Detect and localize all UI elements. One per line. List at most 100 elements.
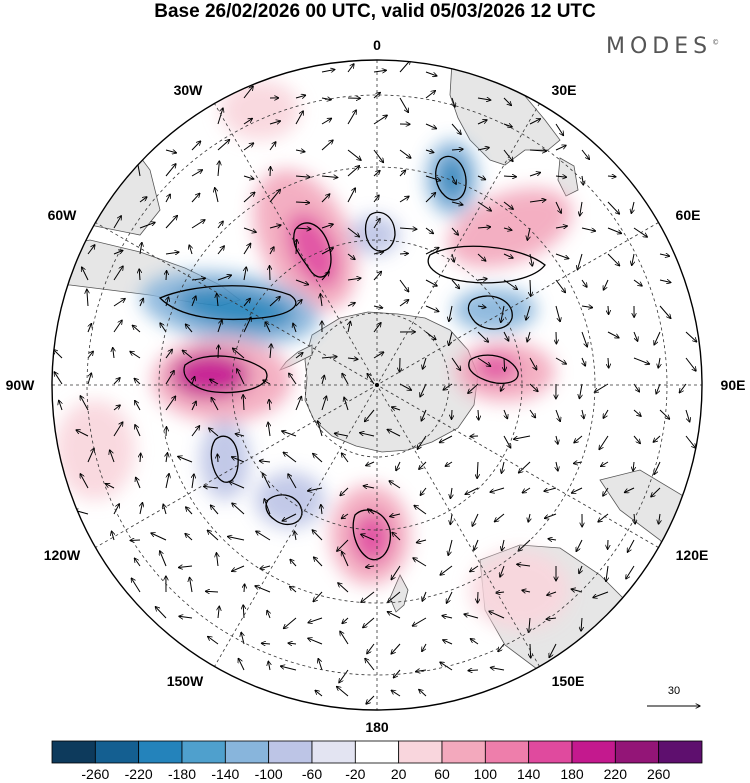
wind-arrow	[341, 513, 349, 519]
wind-arrow	[140, 453, 141, 463]
wind-arrow	[367, 643, 375, 654]
wind-arrow	[581, 306, 593, 308]
wind-arrow	[413, 558, 427, 567]
wind-arrow	[452, 409, 453, 419]
wind-arrow	[290, 586, 297, 593]
wind-arrow	[308, 617, 323, 623]
wind-arrow	[160, 323, 167, 333]
wind-arrow	[288, 474, 297, 489]
wind-arrow	[139, 222, 155, 229]
wind-arrow	[243, 395, 244, 411]
anomaly-pos-ross-sea-core	[352, 512, 392, 564]
wind-arrow	[166, 427, 167, 437]
wind-arrow	[477, 98, 491, 100]
wind-arrow	[185, 324, 193, 333]
wind-arrow	[522, 487, 531, 493]
wind-arrow	[295, 300, 302, 307]
wind-arrow	[477, 148, 489, 151]
wind-arrow	[244, 584, 245, 593]
wind-arrow	[654, 461, 661, 475]
south-pole-marker	[375, 383, 379, 387]
wind-arrow	[113, 266, 123, 281]
wind-arrow	[416, 670, 427, 672]
wind-arrow	[556, 435, 558, 444]
wind-arrow	[269, 247, 274, 255]
wind-arrow	[399, 300, 409, 307]
wind-arrow	[113, 405, 120, 411]
wind-arrow	[555, 123, 564, 136]
wind-arrow	[179, 616, 193, 618]
wind-arrow	[113, 320, 122, 333]
wind-arrow	[344, 397, 349, 411]
wind-arrow	[470, 565, 479, 572]
wind-arrow	[321, 70, 335, 73]
wind-arrow	[451, 149, 463, 150]
wind-arrow	[685, 435, 696, 448]
wind-arrow	[243, 243, 251, 255]
wind-arrow	[581, 149, 589, 159]
wind-arrow	[105, 484, 115, 489]
wind-arrow	[295, 111, 303, 125]
wind-arrow	[315, 690, 323, 697]
wind-arrow	[321, 176, 338, 178]
wind-arrow	[392, 532, 401, 541]
wind-arrow	[373, 323, 381, 333]
logo-text: MODES	[606, 34, 713, 59]
lon-label-90w: 90W	[6, 377, 36, 393]
wind-arrow	[464, 614, 479, 619]
wind-arrow	[503, 253, 513, 258]
wind-arrow	[653, 435, 661, 442]
wind-arrow	[440, 662, 453, 671]
wind-arrow	[393, 669, 401, 678]
wind-arrow	[627, 539, 635, 552]
wind-arrow	[139, 197, 147, 203]
wind-arrow	[130, 540, 141, 541]
wind-arrow	[658, 357, 660, 368]
wind-arrow	[633, 357, 650, 364]
wind-arrow	[451, 227, 458, 235]
wind-arrow	[166, 271, 167, 281]
anomaly-neg-south-of-africa	[350, 215, 400, 255]
wind-arrow	[389, 481, 401, 489]
wind-arrow	[387, 429, 401, 437]
colorbar-tick-label: -260	[81, 766, 109, 782]
wind-arrow	[522, 590, 531, 592]
graticule	[52, 60, 702, 710]
wind-arrow	[293, 323, 296, 333]
wind-arrow	[659, 305, 671, 319]
wind-arrow	[217, 320, 222, 333]
wind-arrow	[341, 453, 349, 463]
colorbar-tick-label: 60	[434, 766, 450, 782]
wind-arrow	[530, 253, 532, 266]
wind-arrow	[165, 164, 176, 177]
wind-arrow	[399, 279, 409, 292]
wind-arrow	[500, 565, 505, 577]
colorbar-tick-label: -180	[168, 766, 196, 782]
wind-arrow	[314, 557, 323, 567]
anomaly-field	[55, 80, 573, 630]
wind-arrow	[368, 509, 375, 515]
wind-arrow	[268, 661, 270, 671]
contour-line	[352, 509, 392, 561]
wind-arrow	[633, 461, 634, 471]
contour-line	[467, 295, 513, 330]
wind-arrow	[478, 409, 479, 420]
modes-logo: MODES©	[606, 34, 719, 59]
wind-arrow	[632, 253, 634, 266]
wind-arrow	[265, 322, 271, 333]
wind-arrow	[367, 374, 375, 385]
wind-arrow	[139, 269, 140, 281]
wind-arrow	[527, 331, 530, 342]
wind-arrow	[490, 487, 505, 492]
wind-arrow	[347, 110, 356, 125]
anomaly-pos-bellingshausen-core	[170, 351, 250, 399]
wind-arrow	[468, 670, 479, 671]
wind-arrow	[439, 435, 453, 443]
wind-arrow	[243, 298, 250, 307]
wind-arrow	[283, 452, 297, 463]
wind-arrow	[232, 457, 245, 463]
wind-arrow	[477, 120, 487, 125]
wind-arrow	[237, 369, 245, 385]
wind-arrow	[399, 228, 417, 229]
wind-arrow	[322, 375, 324, 385]
